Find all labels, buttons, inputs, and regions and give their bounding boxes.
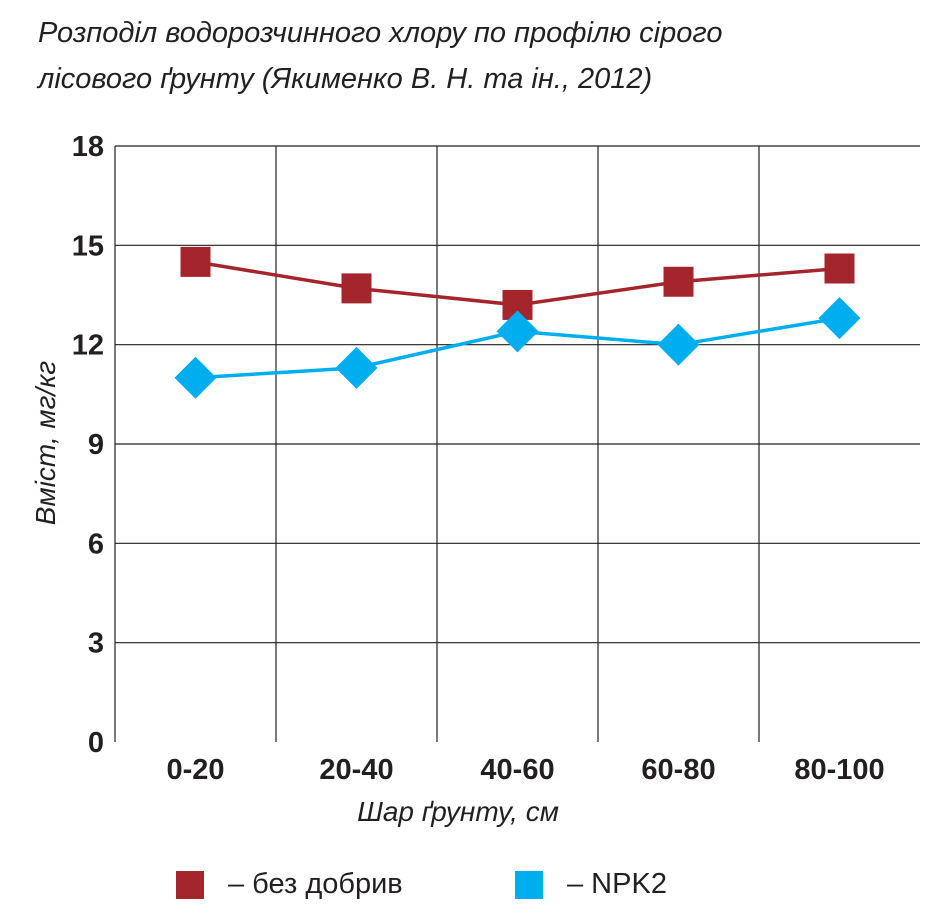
x-tick-label: 40-60 [480, 754, 554, 786]
data-point-diamond [174, 356, 217, 399]
legend-swatch-npk2 [515, 870, 543, 899]
y-tick-label: 15 [72, 230, 104, 262]
y-tick-label: 9 [88, 429, 104, 461]
y-tick-label: 6 [88, 528, 104, 560]
data-point-square [663, 266, 694, 297]
y-tick-label: 0 [88, 727, 104, 759]
data-point-square [180, 246, 211, 277]
data-point-square [824, 253, 855, 284]
legend-item-bez-dobryv: – без добрив [176, 868, 403, 901]
x-tick-label: 0-20 [166, 754, 224, 786]
chart-title-line-2: лісового ґрунту (Якименко В. Н. та ін., … [38, 63, 653, 95]
legend-swatch-bez-dobryv [176, 870, 204, 899]
grid [114, 145, 920, 742]
y-tick-label: 18 [72, 131, 104, 163]
series-layer [174, 246, 861, 399]
data-point-diamond [335, 346, 378, 389]
data-point-diamond [818, 297, 861, 340]
legend-item-npk2: – NPK2 [515, 868, 667, 901]
y-axis-label: Вміст, мг/кг [30, 361, 61, 526]
x-tick-label: 80-100 [794, 754, 884, 786]
legend-label-bez-dobryv: – без добрив [228, 868, 403, 900]
x-tick-label: 60-80 [641, 754, 715, 786]
chart-title: Розподіл водорозчинного хлору по профілю… [38, 10, 898, 102]
x-axis-ticks: 0-20 20-40 40-60 60-80 80-100 [166, 754, 884, 786]
chart-title-line-1: Розподіл водорозчинного хлору по профілю… [38, 17, 723, 49]
legend-label-npk2: – NPK2 [567, 868, 667, 900]
y-tick-label: 12 [72, 330, 104, 362]
x-axis-label: Шар ґрунту, см [357, 796, 559, 827]
line-chart: 0 3 6 9 12 15 18 0-20 20-40 40-60 60-80 80-100 Вмі… [30, 131, 920, 827]
data-point-square [341, 273, 372, 304]
y-tick-label: 3 [88, 628, 104, 660]
data-point-diamond [496, 310, 539, 353]
y-axis-ticks: 0 3 6 9 12 15 18 [72, 131, 104, 759]
legend: – без добрив – NPK2 [0, 868, 932, 908]
data-point-diamond [657, 323, 700, 366]
x-tick-label: 20-40 [319, 754, 393, 786]
